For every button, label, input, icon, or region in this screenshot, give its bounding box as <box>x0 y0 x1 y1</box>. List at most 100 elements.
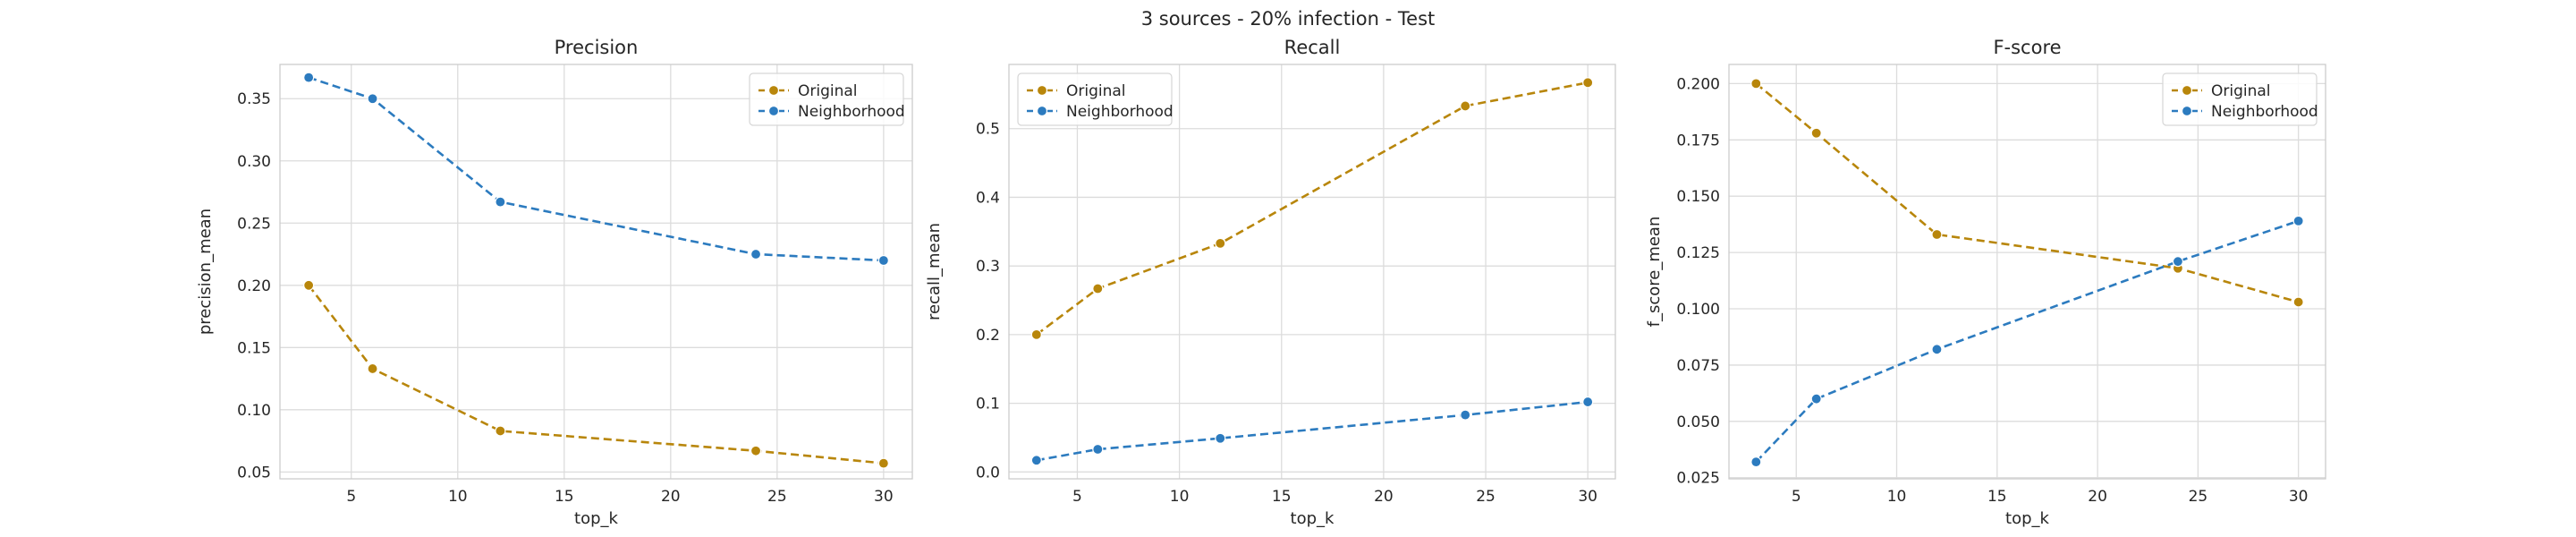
y-tick-label: 0.175 <box>1676 132 1720 149</box>
chart-title: Recall <box>1284 37 1341 58</box>
data-point-original <box>1810 127 1822 139</box>
chart-panel-1: 5 10 15 20 25 30 0.05 0.10 0.15 0.20 0.25 0.30 0.35 P… <box>196 37 913 528</box>
series-line-original <box>1755 82 2300 303</box>
x-tick-label: 25 <box>2189 488 2208 506</box>
y-tick-label: 0.0 <box>976 464 1000 482</box>
legend-box <box>1017 72 1173 126</box>
y-tick-label: 0.15 <box>237 339 271 357</box>
data-point-original <box>1931 228 1943 241</box>
legend: Original Neighborhood <box>2162 72 2318 126</box>
y-tick-label: 0.5 <box>976 121 1000 139</box>
axes-frame <box>1008 64 1616 480</box>
x-axis-label: top_k <box>1291 509 1335 528</box>
legend-marker <box>1036 84 1048 97</box>
y-tick-label: 0.4 <box>976 189 1000 207</box>
plot-area <box>1009 64 1615 479</box>
y-tick-label: 0.075 <box>1676 357 1720 375</box>
x-tick-label: 5 <box>346 488 356 506</box>
series-line-original <box>308 285 885 465</box>
x-tick-label: 30 <box>874 488 894 506</box>
legend-marker <box>767 105 780 117</box>
axes-frame <box>279 64 913 480</box>
legend: Original Neighborhood <box>749 72 905 126</box>
x-tick-label: 10 <box>1170 488 1190 506</box>
data-point-original <box>750 445 762 456</box>
chart-panel-2: 5 10 15 20 25 30 0.0 0.1 0.2 0.3 0.4 0.5 Recall top_k… <box>925 37 1616 528</box>
data-point-neighborhood <box>367 93 378 105</box>
data-point-neighborhood <box>877 254 889 267</box>
data-point-original <box>1030 328 1042 340</box>
x-axis-label: top_k <box>574 509 618 528</box>
data-point-original <box>1460 100 1471 112</box>
legend-label: Neighborhood <box>2211 103 2318 121</box>
legend-label: Neighborhood <box>798 103 905 121</box>
data-point-neighborhood <box>1460 409 1471 421</box>
chart-title: Precision <box>555 37 639 58</box>
y-axis-label: f_score_mean <box>1645 217 1664 328</box>
legend-label: Neighborhood <box>1066 103 1174 121</box>
legend-box <box>2162 72 2318 126</box>
legend: Original Neighborhood <box>1017 72 1174 126</box>
x-tick-label: 30 <box>1578 488 1597 506</box>
x-tick-label: 10 <box>1887 488 1907 506</box>
data-point-neighborhood <box>1030 455 1042 466</box>
y-axis-label: precision_mean <box>196 209 215 335</box>
data-point-neighborhood <box>750 248 762 260</box>
x-tick-label: 5 <box>1792 488 1801 506</box>
y-tick-label: 0.30 <box>237 153 271 171</box>
data-point-neighborhood <box>1931 344 1943 355</box>
data-point-neighborhood <box>1750 456 1762 468</box>
plot-area <box>1729 64 2326 479</box>
legend-marker <box>2181 84 2193 97</box>
x-tick-label: 20 <box>661 488 681 506</box>
legend-label: Original <box>2211 82 2271 100</box>
data-point-neighborhood <box>1215 432 1226 444</box>
legend-label: Original <box>798 82 858 100</box>
y-tick-label: 0.05 <box>237 464 271 482</box>
x-tick-label: 15 <box>1987 488 2007 506</box>
data-point-original <box>1750 78 1762 90</box>
data-point-neighborhood <box>2292 215 2304 226</box>
data-point-original <box>495 425 506 437</box>
y-tick-label: 0.100 <box>1676 301 1720 319</box>
x-tick-label: 5 <box>1072 488 1082 506</box>
y-tick-label: 0.25 <box>237 215 271 233</box>
data-point-original <box>2292 296 2304 308</box>
data-point-neighborhood <box>495 196 506 208</box>
legend-box <box>749 72 904 126</box>
x-tick-label: 20 <box>1374 488 1394 506</box>
data-point-neighborhood <box>1810 393 1822 405</box>
legend-marker <box>767 84 780 97</box>
x-tick-label: 25 <box>1476 488 1496 506</box>
y-tick-label: 0.20 <box>237 277 271 295</box>
x-axis-label: top_k <box>2005 509 2049 528</box>
figure-title: 3 sources - 20% infection - Test <box>1141 8 1436 30</box>
legend-marker <box>1036 105 1048 117</box>
series-line-neighborhood <box>1036 400 1589 462</box>
x-tick-label: 25 <box>767 488 787 506</box>
y-tick-label: 0.200 <box>1676 75 1720 93</box>
x-tick-label: 15 <box>555 488 574 506</box>
chart-title: F-score <box>1993 37 2061 58</box>
data-point-neighborhood <box>2172 256 2184 268</box>
data-point-neighborhood <box>1582 396 1594 408</box>
y-tick-label: 0.1 <box>976 396 1000 413</box>
data-point-original <box>877 457 889 469</box>
y-axis-label: recall_mean <box>925 223 944 320</box>
y-tick-label: 0.125 <box>1676 244 1720 262</box>
x-tick-label: 30 <box>2289 488 2309 506</box>
y-tick-label: 0.150 <box>1676 188 1720 206</box>
x-tick-label: 20 <box>2088 488 2107 506</box>
y-tick-label: 0.025 <box>1676 470 1720 488</box>
y-tick-label: 0.35 <box>237 90 271 108</box>
y-tick-label: 0.2 <box>976 327 1000 345</box>
x-tick-label: 15 <box>1272 488 1292 506</box>
data-point-original <box>303 279 315 291</box>
x-tick-label: 10 <box>448 488 468 506</box>
data-point-original <box>1215 237 1226 249</box>
data-point-original <box>1092 283 1104 294</box>
plot-area <box>280 64 912 479</box>
y-tick-label: 0.3 <box>976 258 1000 276</box>
